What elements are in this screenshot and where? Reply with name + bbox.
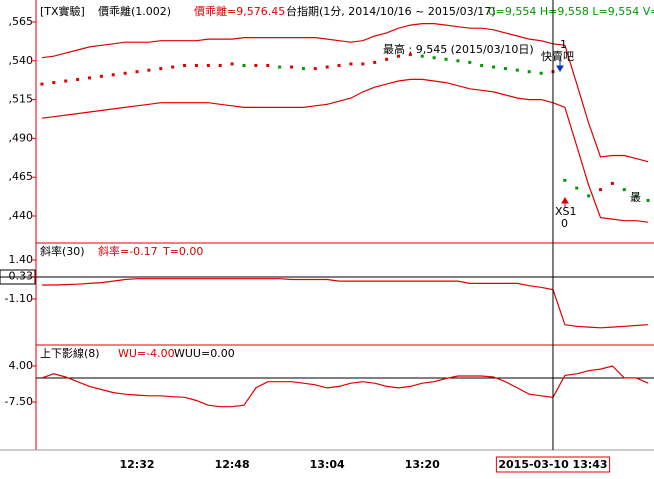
- cursor-label-box: [495, 456, 611, 473]
- price-mark: [646, 198, 650, 202]
- series-line: [41, 365, 649, 408]
- series-line: [41, 278, 649, 329]
- price-mark: [159, 67, 163, 71]
- price-mark: [503, 67, 507, 71]
- price-mark: [76, 77, 80, 81]
- price-mark: [492, 65, 496, 69]
- price-mark: [123, 71, 127, 75]
- annotation: 最高 : 9,545 (2015/03/10日): [383, 42, 534, 56]
- x-tick-label: 12:48: [215, 458, 250, 471]
- y-tick-label: ,440: [9, 209, 34, 222]
- price-mark: [432, 56, 436, 60]
- price-mark: [444, 57, 448, 61]
- price-mark: [278, 65, 282, 69]
- price-mark: [194, 63, 198, 67]
- series-line: [41, 23, 649, 163]
- x-tick-label: 12:32: [120, 458, 155, 471]
- title: [TX實驗]: [40, 4, 85, 18]
- y-tick-label: 1.40: [9, 253, 34, 266]
- price-mark: [230, 62, 234, 66]
- panel-title: 上下影線(8): [40, 346, 100, 360]
- y-tick-label: ,565: [9, 15, 34, 28]
- x-tick-label: 2015-03-10 13:43: [498, 458, 607, 471]
- price-mark: [218, 63, 222, 67]
- x-tick-label: 13:20: [405, 458, 440, 471]
- price-mark: [610, 181, 614, 185]
- price-mark: [456, 59, 460, 63]
- price-mark: [40, 82, 44, 86]
- price-mark: [52, 81, 56, 85]
- y-tick-label: -7.50: [5, 395, 33, 408]
- annotation: 最: [630, 191, 641, 204]
- annotation: XS1: [555, 205, 577, 218]
- price-mark: [183, 63, 187, 67]
- price-mark: [396, 54, 400, 58]
- price-mark: [337, 63, 341, 67]
- y-tick-label: ,465: [9, 170, 34, 183]
- panel-value: WU=-4.00: [118, 347, 175, 360]
- price-mark: [171, 65, 175, 69]
- price-mark: [266, 63, 270, 67]
- price-mark: [87, 76, 91, 80]
- y-tick-label: ,490: [9, 131, 34, 144]
- price-mark: [301, 67, 305, 71]
- price-mark: [468, 60, 472, 64]
- y-tick-label: 0.33: [9, 270, 34, 283]
- y-tick-label: -1.10: [5, 292, 33, 305]
- price-mark: [420, 54, 424, 58]
- price-mark: [135, 70, 139, 74]
- price-mark: [575, 186, 579, 190]
- price-mark: [563, 178, 567, 182]
- y-tick-label: 4.00: [9, 359, 34, 372]
- price-mark: [373, 60, 377, 64]
- y-tick-label: ,515: [9, 93, 34, 106]
- price-mark: [349, 62, 353, 66]
- price-mark: [587, 194, 591, 198]
- panel-value: T=0.00: [162, 245, 203, 258]
- price-mark: [480, 63, 484, 67]
- indicator: 價乖離(1.002): [98, 4, 171, 18]
- series-line: [41, 78, 649, 223]
- x-tick-label: 13:04: [310, 458, 345, 471]
- subtitle: 台指期(1分, 2014/10/16 ~ 2015/03/17): [286, 4, 496, 18]
- price-mark: [290, 65, 294, 69]
- annotation: 1: [560, 38, 567, 51]
- indicator-value: 價乖離=9,576.45: [194, 4, 285, 18]
- price-mark: [64, 79, 68, 83]
- price-mark: [361, 62, 365, 66]
- annotation: 快賣吧: [541, 49, 574, 63]
- panel-value: 斜率=-0.17: [98, 244, 158, 258]
- price-mark: [539, 71, 543, 75]
- price-mark: [254, 63, 258, 67]
- price-mark: [147, 68, 151, 72]
- price-mark: [111, 73, 115, 77]
- price-mark: [325, 65, 329, 69]
- price-mark: [634, 194, 638, 198]
- price-mark: [408, 53, 412, 57]
- price-mark: [313, 67, 317, 71]
- y-tick-label: ,540: [9, 54, 34, 67]
- price-mark: [99, 74, 103, 78]
- panel-title: 斜率(30): [40, 244, 85, 258]
- price-mark: [206, 63, 210, 67]
- sell-arrow: [556, 60, 564, 72]
- price-mark: [527, 70, 531, 74]
- price-mark: [242, 63, 246, 67]
- annotation: 0: [561, 217, 568, 230]
- price-mark: [515, 68, 519, 72]
- buy-arrow: [561, 197, 569, 208]
- price-mark: [385, 57, 389, 61]
- price-mark: [599, 188, 603, 192]
- quote: C=9,554 H=9,558 L=9,554 V=1,21: [488, 5, 654, 18]
- panel-value: WUU=0.00: [174, 347, 235, 360]
- price-mark: [622, 188, 626, 192]
